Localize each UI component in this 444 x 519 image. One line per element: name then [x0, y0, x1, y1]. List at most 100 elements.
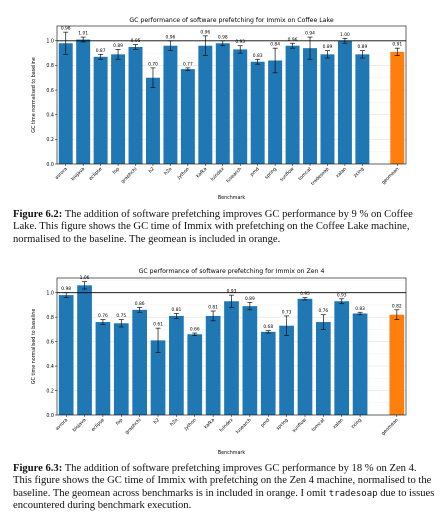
bar-h2 — [150, 340, 166, 415]
x-tick-label: geomean — [381, 418, 400, 437]
x-tick-label: zxing — [352, 166, 365, 179]
data-label: 0.76 — [98, 313, 108, 319]
y-tick-label: 0.8 — [46, 63, 54, 69]
bar-zxing — [355, 54, 370, 164]
data-label: 0.93 — [227, 289, 237, 295]
figure-zen4: GC performance of software prefetching f… — [0, 258, 444, 458]
x-tick-label: pmd — [249, 166, 261, 178]
y-tick-label: 0.4 — [46, 364, 54, 370]
data-label: 0.89 — [357, 44, 367, 50]
data-label: 0.81 — [172, 307, 182, 313]
x-tick-label: fop — [115, 417, 124, 426]
data-label: 0.75 — [116, 313, 126, 319]
data-label: 0.77 — [183, 61, 193, 67]
bar-xalan — [334, 301, 350, 415]
y-tick-label: 0.0 — [46, 413, 54, 419]
data-label: 0.73 — [282, 309, 292, 315]
x-axis-label: Benchmark — [218, 450, 246, 456]
bar-spring — [268, 60, 283, 164]
x-tick-label: biojava — [71, 417, 87, 433]
bar-sunflow — [297, 298, 313, 415]
x-tick-label: eclipse — [90, 417, 106, 433]
x-tick-label: xalan — [335, 166, 348, 179]
data-label: 0.83 — [355, 306, 365, 312]
y-tick-label: 0.4 — [46, 113, 54, 119]
x-tick-label: spring — [275, 417, 289, 431]
data-label: 1.00 — [340, 32, 350, 38]
data-label: 0.61 — [153, 322, 163, 328]
chart-title: GC performance of software prefetching f… — [129, 17, 333, 24]
bar-lusearch — [233, 49, 248, 164]
data-label: 0.96 — [200, 29, 210, 35]
bar-xalan — [337, 40, 352, 164]
chart-title: GC performance of software prefetching f… — [139, 268, 325, 275]
x-tick-label: luindex — [210, 166, 226, 182]
bar-luindex — [224, 301, 239, 415]
x-tick-label: kafka — [203, 417, 216, 430]
plot-frame — [56, 25, 407, 165]
x-tick-label: zxing — [350, 417, 363, 430]
x-tick-label: fop — [112, 166, 121, 175]
bar-tradesoap — [320, 54, 335, 164]
data-label: 0.89 — [323, 44, 333, 50]
data-label: 0.83 — [253, 53, 263, 59]
data-label: 0.89 — [245, 296, 255, 302]
bar-h2o — [169, 315, 184, 415]
bar-jython — [187, 334, 203, 415]
data-label: 0.95 — [300, 291, 310, 297]
bar-kafka — [198, 45, 213, 164]
x-tick-label: h2 — [148, 166, 156, 174]
bar-avrora — [58, 295, 74, 415]
data-label: 1.01 — [78, 31, 88, 37]
bar-pmd — [250, 61, 265, 164]
data-label: 0.91 — [392, 42, 402, 48]
bar-fop — [113, 323, 129, 415]
caption-coffee-lake: Figure 6.2: The addition of software pre… — [13, 209, 435, 246]
caption-text-end: due to issues encountered during benchma… — [13, 487, 435, 512]
y-tick-label: 0.2 — [46, 388, 54, 394]
data-label: 0.66 — [190, 327, 200, 333]
caption-label: Figure 6.2: — [13, 209, 63, 220]
x-tick-label: h2o — [169, 417, 179, 427]
x-tick-label: geomean — [381, 167, 400, 186]
figure-coffee-lake: GC performance of software prefetching f… — [0, 0, 444, 205]
data-label: 0.96 — [166, 34, 176, 40]
y-tick-label: 1.0 — [46, 39, 54, 45]
data-label: 0.98 — [61, 286, 71, 292]
bar-graphchi — [132, 309, 148, 415]
bar-luindex — [215, 43, 230, 164]
data-label: 0.87 — [96, 48, 106, 54]
data-label: 0.89 — [113, 43, 123, 49]
caption-text: The addition of software prefetching imp… — [13, 209, 413, 245]
bar-eclipse — [93, 56, 108, 164]
data-label: 0.68 — [263, 324, 273, 330]
data-label: 0.81 — [208, 305, 218, 311]
bar-spring — [279, 325, 294, 415]
bar-eclipse — [95, 322, 111, 415]
y-tick-label: 0.6 — [46, 339, 54, 345]
x-tick-label: biojava — [70, 166, 86, 182]
bar-h2 — [145, 77, 160, 164]
y-axis-label: GC time normalised to baseline — [31, 57, 37, 133]
bar-h2o — [163, 45, 178, 164]
bar-sunflow — [285, 45, 300, 164]
data-label: 0.98 — [61, 26, 71, 32]
data-label: 0.96 — [288, 37, 298, 43]
caption-label: Figure 6.3: — [13, 463, 63, 474]
bar-tomcat — [315, 322, 331, 415]
x-tick-label: xalan — [332, 417, 345, 430]
caption-code: tradesoap — [328, 488, 378, 499]
bar-biojava — [76, 39, 91, 164]
caption-zen4: Figure 6.3: The addition of software pre… — [13, 463, 435, 513]
x-tick-label: lusearch — [225, 166, 243, 184]
x-tick-label: luindex — [218, 417, 234, 433]
x-tick-label: sunflow — [279, 166, 296, 183]
x-tick-label: avrora — [54, 166, 69, 181]
zen4-chart: GC performance of software prefetching f… — [31, 268, 407, 456]
x-tick-label: tomcat — [311, 417, 327, 433]
bar-geomean — [390, 51, 405, 164]
x-tick-label: sunflow — [291, 417, 308, 434]
bar-pmd — [260, 331, 276, 415]
x-tick-label: avrora — [54, 417, 69, 432]
data-label: 0.93 — [337, 292, 347, 298]
